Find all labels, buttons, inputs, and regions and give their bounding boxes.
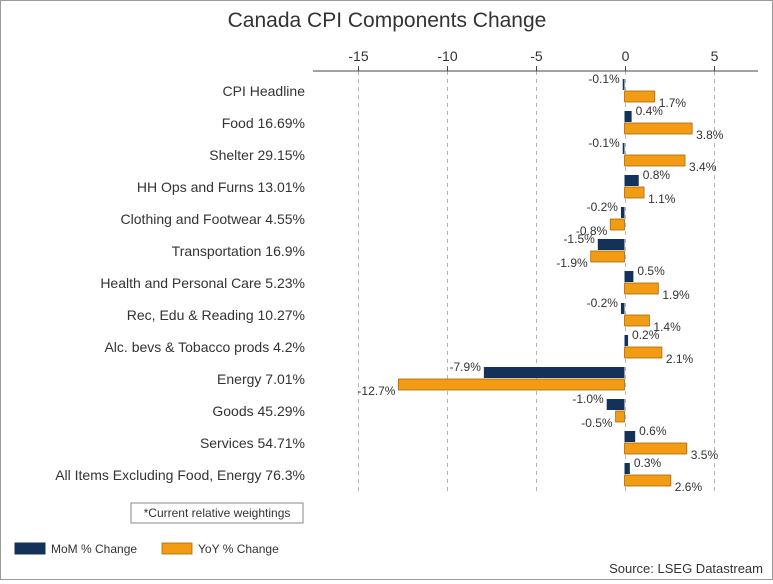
category-label: Rec, Edu & Reading 10.27% <box>127 307 305 323</box>
category-label: CPI Headline <box>223 83 306 99</box>
data-label-yoy: -1.9% <box>556 256 588 270</box>
category-label: HH Ops and Furns 13.01% <box>137 179 305 195</box>
x-axis: -15 -10 -5 0 5 <box>313 48 758 72</box>
x-tick-label: -10 <box>437 48 457 64</box>
bar-mom <box>624 431 636 442</box>
legend-swatch-yoy <box>161 542 193 555</box>
bar-yoy <box>590 250 625 263</box>
bar-yoy <box>609 218 625 231</box>
bar-mom <box>624 271 634 282</box>
data-label-yoy: 2.1% <box>666 352 694 366</box>
data-label-yoy: 3.8% <box>696 128 724 142</box>
data-label-mom: -0.2% <box>587 200 619 214</box>
data-label-yoy: 1.9% <box>662 288 690 302</box>
bar-mom <box>597 239 625 250</box>
category-label: Energy 7.01% <box>217 371 305 387</box>
source-text: Source: LSEG Datastream <box>609 561 763 576</box>
data-label-yoy: -0.5% <box>581 416 613 430</box>
bar-yoy <box>624 442 688 455</box>
data-label-mom: -0.1% <box>588 136 620 150</box>
legend-label-mom: MoM % Change <box>51 542 137 556</box>
category-labels: CPI Headline Food 16.69% Shelter 29.15% HH … <box>55 83 305 483</box>
bar-yoy <box>624 346 663 359</box>
category-label: Goods 45.29% <box>212 403 305 419</box>
data-label-yoy: -12.7% <box>357 384 395 398</box>
bar-yoy <box>615 410 625 423</box>
bar-mom <box>624 463 630 474</box>
data-label-mom: -7.9% <box>450 360 482 374</box>
bar-mom <box>483 367 625 378</box>
bar-mom <box>622 79 625 90</box>
data-label-mom: 0.8% <box>643 168 671 182</box>
bar-yoy <box>624 122 693 135</box>
category-label: All Items Excluding Food, Energy 76.3% <box>55 467 305 483</box>
note-box <box>130 502 304 524</box>
data-label-mom: 0.2% <box>632 328 660 342</box>
data-label-yoy: 2.6% <box>675 480 703 494</box>
bar-mom <box>622 143 625 154</box>
data-label-yoy: 1.7% <box>659 96 687 110</box>
data-label-mom: 0.4% <box>636 104 664 118</box>
data-label-mom: -0.2% <box>587 296 619 310</box>
note-text: *Current relative weightings <box>144 506 291 520</box>
bar-mom <box>624 175 639 186</box>
x-tick-label: 0 <box>622 48 630 64</box>
data-label-mom: -1.5% <box>563 232 595 246</box>
chart-title: Canada CPI Components Change <box>228 9 547 32</box>
data-label-yoy: 1.1% <box>648 192 676 206</box>
bar-yoy <box>624 474 672 487</box>
category-label: Clothing and Footwear 4.55% <box>121 211 305 227</box>
data-label-mom: 0.6% <box>639 424 667 438</box>
category-label: Shelter 29.15% <box>209 147 305 163</box>
bar-mom <box>624 335 629 346</box>
bar-mom <box>606 399 625 410</box>
x-tick-label: -5 <box>530 48 543 64</box>
legend-label-yoy: YoY % Change <box>198 542 279 556</box>
data-label-yoy: 3.4% <box>689 160 717 174</box>
data-label-yoy: 1.4% <box>653 320 681 334</box>
bar-mom <box>620 207 625 218</box>
data-label-yoy: 3.5% <box>691 448 719 462</box>
data-label-mom: 0.3% <box>634 456 662 470</box>
data-label-mom: 0.5% <box>637 264 665 278</box>
data-label-yoy: -0.8% <box>576 224 608 238</box>
bar-yoy <box>624 314 650 327</box>
category-label: Food 16.69% <box>222 115 305 131</box>
bar-yoy <box>624 186 645 199</box>
x-tick-label: -15 <box>348 48 368 64</box>
bar-mom <box>620 303 625 314</box>
legend-swatch-mom <box>14 542 46 555</box>
legend: MoM % Change YoY % Change <box>14 542 279 556</box>
data-label-mom: -0.1% <box>588 72 620 86</box>
bar-mom <box>624 111 632 122</box>
bar-yoy <box>624 90 656 103</box>
category-label: Transportation 16.9% <box>172 243 305 259</box>
bar-yoy <box>398 378 625 391</box>
bars <box>398 79 693 487</box>
category-label: Health and Personal Care 5.23% <box>100 275 305 291</box>
bar-yoy <box>624 282 659 295</box>
category-label: Services 54.71% <box>200 435 305 451</box>
x-tick-label: 5 <box>711 48 719 64</box>
data-labels: -0.1% 1.7%0.4% 3.8% -0.1% 3.4% 0.8% 1.1% -0.2% -… <box>357 72 723 494</box>
bar-yoy <box>624 154 686 167</box>
data-label-mom: -1.0% <box>572 392 604 406</box>
category-label: Alc. bevs & Tobacco prods 4.2% <box>104 339 305 355</box>
